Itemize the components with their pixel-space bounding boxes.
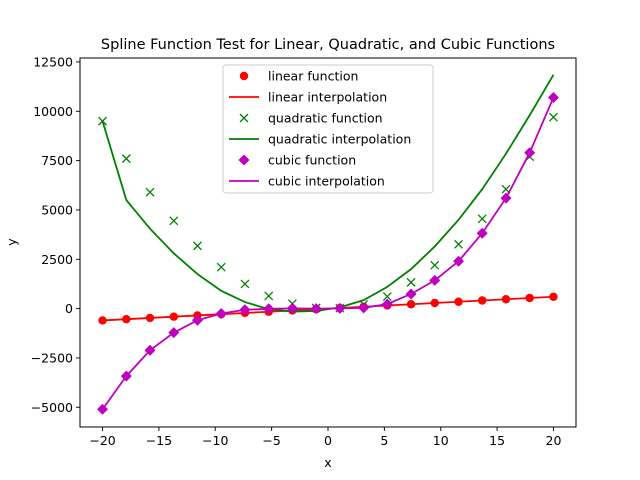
quadratic-function-point <box>121 154 131 164</box>
y-tick-label: 7500 <box>41 153 73 168</box>
x-axis-label: x <box>324 455 331 470</box>
cubic-function-point <box>144 344 156 356</box>
y-tick-label: 12500 <box>33 54 73 69</box>
quadratic-function-point <box>430 260 440 270</box>
x-tick-label: −10 <box>202 433 228 448</box>
x-tick-label: 0 <box>324 433 332 448</box>
x-tick-label: −15 <box>146 433 172 448</box>
quadratic-function-point <box>98 116 108 126</box>
legend-label: linear interpolation <box>268 90 387 105</box>
cubic-function-point <box>191 314 203 326</box>
x-tick-label: 15 <box>489 433 505 448</box>
cubic-function-point <box>429 274 441 286</box>
x-tick-label: 5 <box>380 433 388 448</box>
y-tick-label: 10000 <box>33 104 73 119</box>
cubic-function-point <box>239 304 251 316</box>
cubic-function-point <box>263 303 275 315</box>
cubic-function-point <box>334 302 346 314</box>
linear-function-point <box>145 313 155 323</box>
cubic-function-point <box>215 308 227 320</box>
legend: linear function linear interpolation quadr… <box>222 64 434 194</box>
legend-swatch <box>239 71 249 81</box>
quadratic-function-point <box>548 112 558 122</box>
quadratic-function-point <box>382 292 392 302</box>
series-cubic-function <box>97 91 559 415</box>
legend-label: cubic interpolation <box>268 174 385 189</box>
legend-swatch <box>238 154 250 166</box>
cubic-function-point <box>168 327 180 339</box>
legend-label: quadratic function <box>268 111 383 126</box>
linear-function-point <box>169 312 178 321</box>
cubic-function-point <box>120 370 132 382</box>
y-axis: −5000 −2500 0 2500 5000 7500 10000 12500 <box>31 54 80 415</box>
legend-item-quadratic-function: quadratic function <box>239 111 383 126</box>
chart-title: Spline Function Test for Linear, Quadrat… <box>101 37 555 53</box>
linear-function-point <box>501 295 511 304</box>
quadratic-function-point <box>145 187 155 197</box>
quadratic-function-point <box>264 291 274 301</box>
legend-item-cubic-function: cubic function <box>238 153 356 168</box>
linear-function-point <box>406 300 416 309</box>
legend-item-quadratic-interpolation: quadratic interpolation <box>229 132 411 147</box>
linear-function-point <box>122 315 131 324</box>
quadratic-function-point <box>240 279 250 289</box>
y-tick-label: 2500 <box>41 252 73 267</box>
plot-area <box>97 74 559 415</box>
quadratic-function-point <box>454 239 463 249</box>
y-tick-label: −2500 <box>31 350 73 365</box>
linear-function-point <box>98 316 107 325</box>
linear-function-point <box>430 298 439 308</box>
cubic-function-point <box>310 303 322 315</box>
quadratic-function-point <box>216 262 226 272</box>
x-tick-label: −5 <box>262 433 280 448</box>
x-tick-label: 20 <box>546 433 562 448</box>
legend-item-cubic-interpolation: cubic interpolation <box>229 174 385 189</box>
linear-function-point <box>454 297 463 306</box>
cubic-interpolation-line <box>101 97 555 410</box>
legend-label: linear function <box>268 69 358 84</box>
quadratic-function-point <box>193 241 202 251</box>
cubic-function-point <box>476 227 488 239</box>
cubic-function-point <box>405 288 417 300</box>
cubic-function-point <box>286 302 298 314</box>
legend-item-linear-interpolation: linear interpolation <box>229 90 387 105</box>
legend-item-linear-function: linear function <box>239 69 358 84</box>
linear-function-point <box>525 293 534 303</box>
x-axis: −20 −15 −10 −5 0 5 10 15 20 <box>89 427 561 448</box>
cubic-function-point <box>547 91 559 103</box>
y-tick-label: 5000 <box>41 202 73 217</box>
y-tick-label: −5000 <box>31 400 73 415</box>
cubic-function-point <box>500 192 512 204</box>
cubic-function-point <box>453 255 465 267</box>
cubic-function-point <box>358 302 370 314</box>
x-tick-label: 10 <box>433 433 449 448</box>
cubic-function-point <box>97 403 109 415</box>
quadratic-function-point <box>406 277 416 287</box>
y-tick-label: 0 <box>65 301 73 316</box>
y-axis-label: y <box>4 238 19 246</box>
series-cubic-interpolation <box>101 97 555 410</box>
legend-label: quadratic interpolation <box>268 132 411 147</box>
x-tick-label: −20 <box>89 433 115 448</box>
legend-label: cubic function <box>268 153 356 168</box>
quadratic-function-point <box>169 216 179 226</box>
linear-function-point <box>549 292 558 301</box>
linear-function-point <box>478 296 487 305</box>
legend-swatch <box>239 113 249 123</box>
quadratic-function-point <box>477 214 487 224</box>
legend-box <box>222 64 434 194</box>
cubic-function-point <box>524 147 536 159</box>
cubic-function-point <box>381 298 393 310</box>
